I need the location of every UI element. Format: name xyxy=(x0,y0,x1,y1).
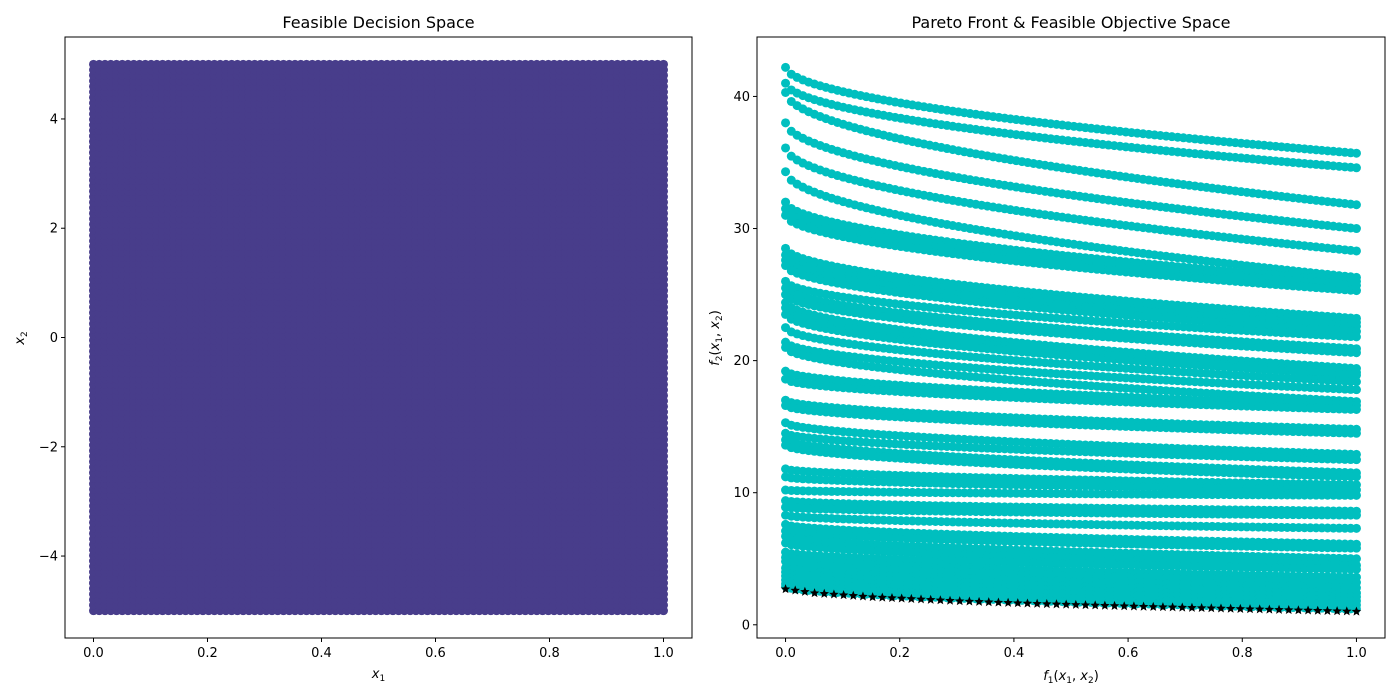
decision-space-panel: Feasible Decision Space 0.0 0.2 0.4 0.6 0.8 1… xyxy=(13,13,693,684)
chart-title: Feasible Decision Space xyxy=(282,13,474,32)
plot-area xyxy=(89,59,668,616)
